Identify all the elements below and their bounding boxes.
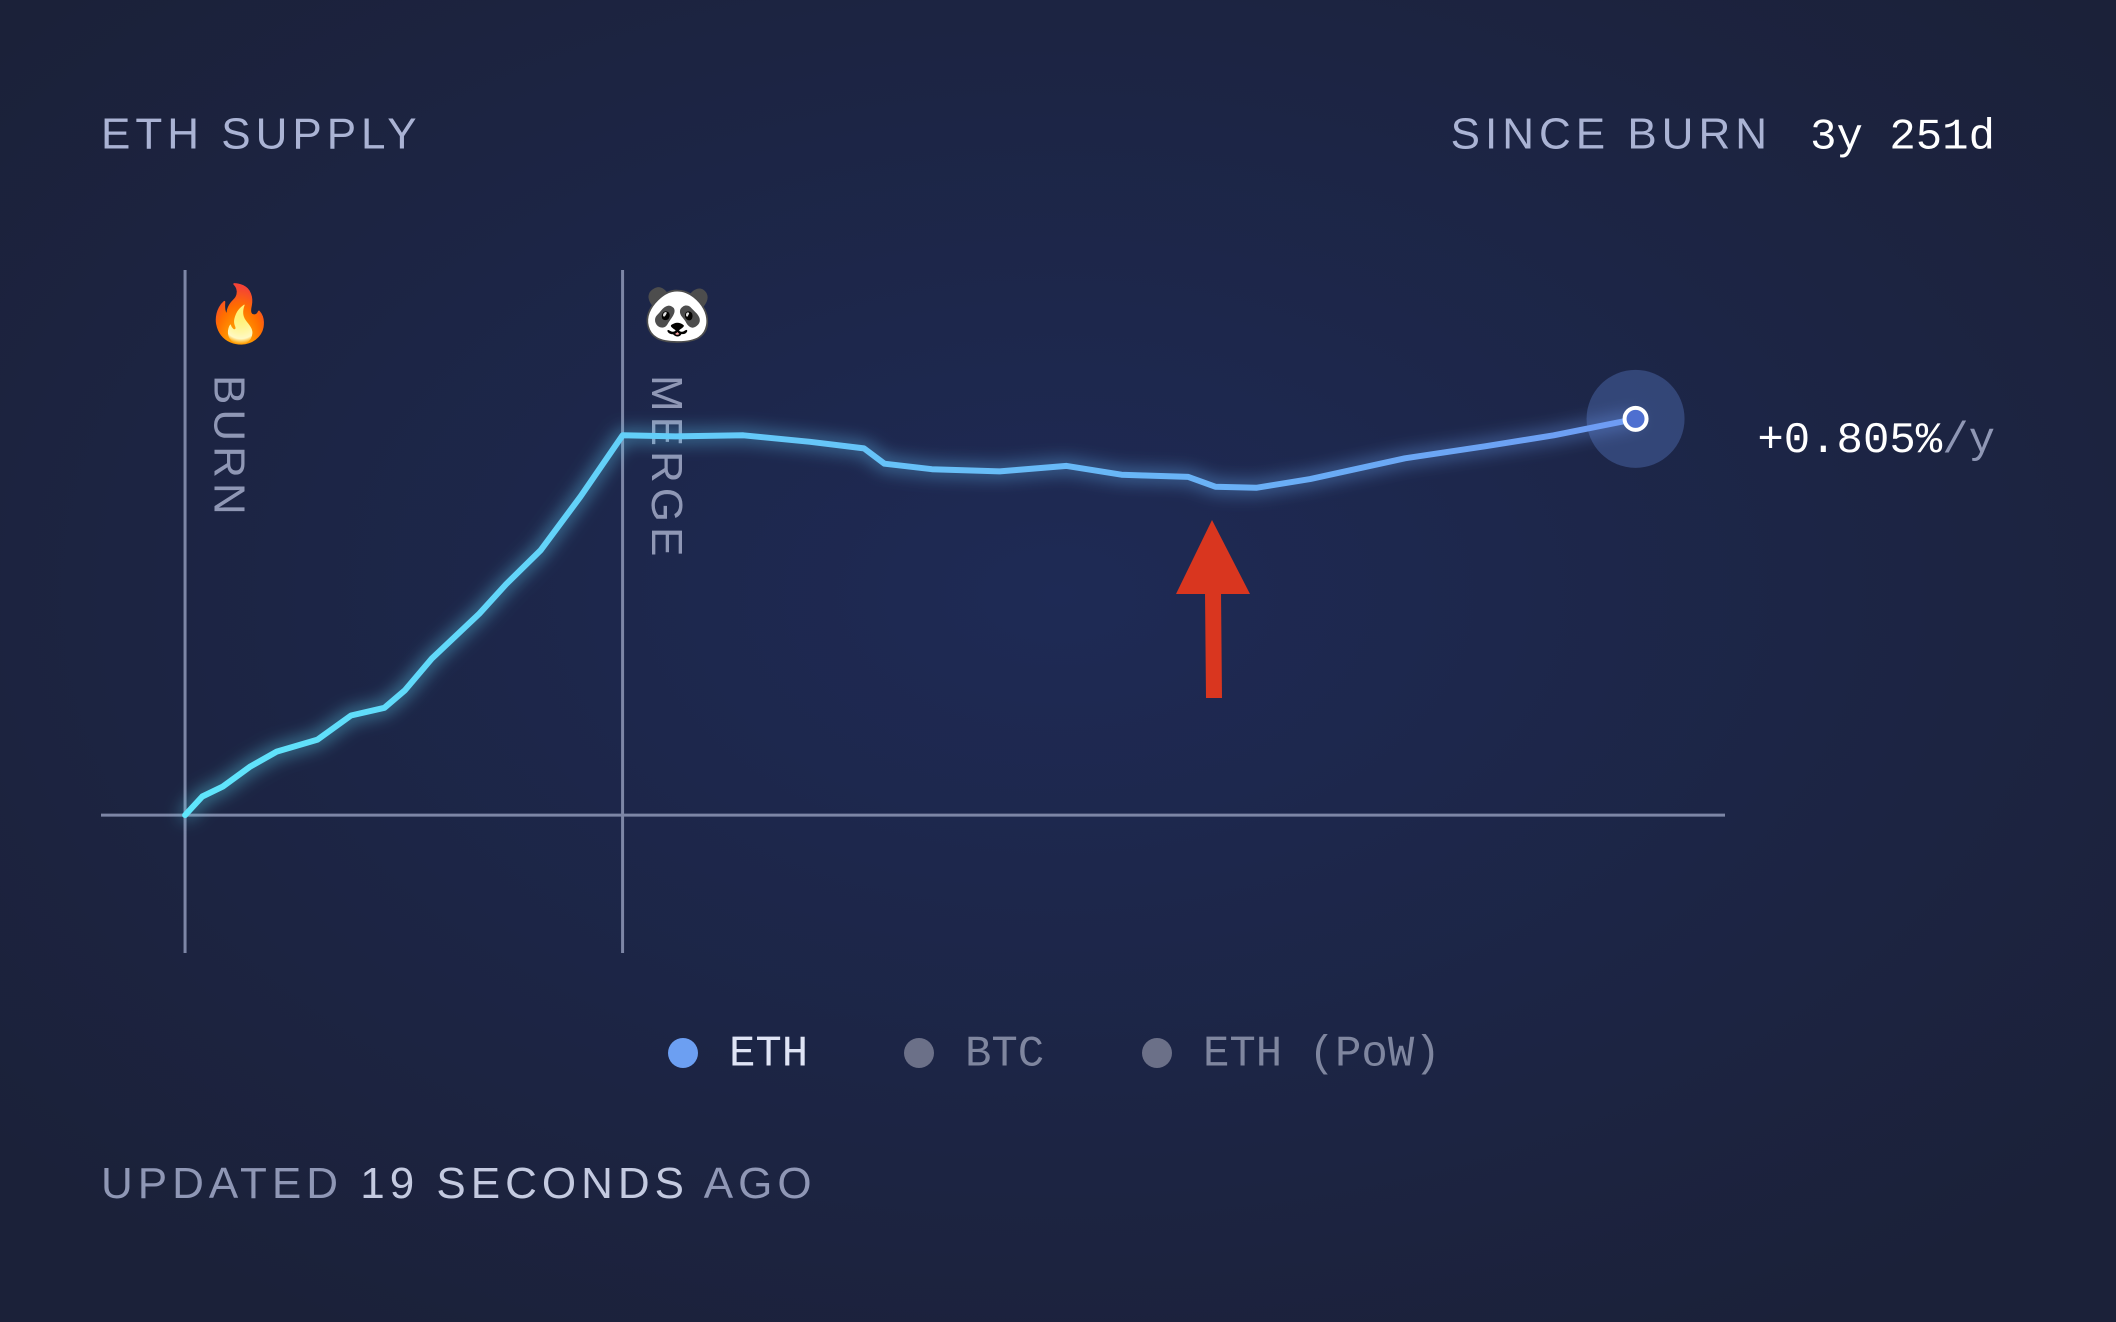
legend-label[interactable]: ETH — [729, 1030, 808, 1080]
legend-dot — [904, 1038, 934, 1068]
event-icon: 🔥 — [205, 282, 275, 346]
supply-line — [182, 415, 1639, 819]
end-point — [1622, 405, 1649, 432]
since-label: SINCE BURN — [1451, 110, 1772, 159]
rate-unit: /y — [1942, 416, 1995, 466]
footer-number: 19 — [360, 1159, 419, 1208]
plot: 🔥 BURN 🐼 MERGE — [101, 270, 1725, 953]
rate-value: +0.805% — [1757, 416, 1942, 466]
legend-dot — [1142, 1038, 1172, 1068]
arrow-head — [1176, 520, 1250, 594]
arrow-shaft — [1205, 592, 1222, 698]
since-value: 3y 251d — [1810, 113, 1995, 163]
legend-dot — [668, 1038, 698, 1068]
legend: ETH BTC ETH (PoW) — [668, 1030, 1441, 1080]
event-label: MERGE — [642, 375, 691, 561]
rate: +0.805%/y — [1757, 416, 1995, 466]
chart-title: ETH SUPPLY — [101, 110, 422, 159]
footer: UPDATED 19 SECONDS AGO — [101, 1159, 817, 1208]
footer-word: AGO — [704, 1159, 817, 1208]
footer-word: SECONDS — [436, 1159, 689, 1208]
legend-label[interactable]: ETH (PoW) — [1203, 1030, 1441, 1080]
legend-label[interactable]: BTC — [965, 1030, 1044, 1080]
event-icon: 🐼 — [643, 282, 713, 345]
footer-word: UPDATED — [101, 1159, 343, 1208]
event-label: BURN — [204, 375, 253, 520]
